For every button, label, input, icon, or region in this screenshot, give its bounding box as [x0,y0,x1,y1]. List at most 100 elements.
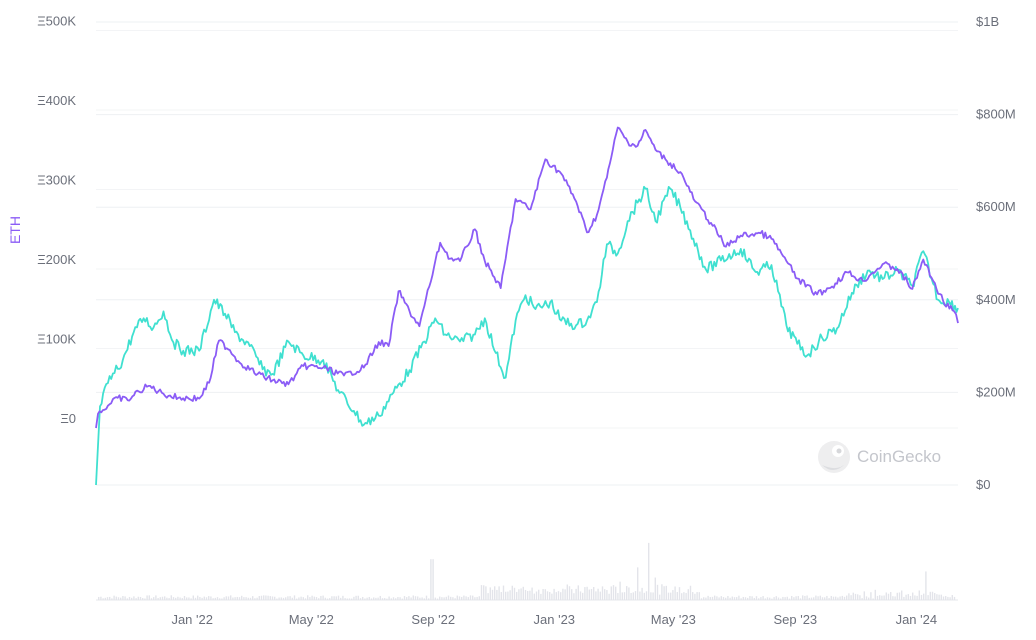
volume-bar [881,595,883,600]
volume-bar [373,597,375,600]
volume-bar [522,586,524,600]
volume-bar [199,597,201,600]
volume-bar [148,595,150,600]
volume-bar [139,596,142,600]
volume-bar [278,597,280,600]
volume-bar [159,597,161,600]
volume-bar [337,595,340,600]
volume-bar [197,595,199,600]
right-tick-label: $600M [976,199,1016,214]
volume-bar [916,595,918,600]
volume-bar [324,597,326,600]
volume-bar [478,596,480,600]
volume-bar [362,596,364,600]
volume-bar [749,595,751,600]
right-tick-label: $1B [976,14,999,29]
volume-bar [368,596,370,600]
volume-bar [401,598,403,600]
volume-bar [166,597,168,600]
volume-bar [104,597,106,600]
volume-bar [447,595,450,600]
volume-bar [285,597,287,600]
volume-bar [296,598,298,600]
volume-bar [894,596,896,600]
volume-bar [146,595,148,600]
volume-bar [379,595,381,600]
volume-bar [568,586,571,600]
volume-bar [179,597,181,600]
volume-bar [527,590,529,600]
volume-bar [641,587,643,600]
volume-bar [663,586,665,600]
volume-bar [496,589,498,600]
volume-bar [852,592,854,600]
volume-bar [612,585,615,600]
volume-bar [584,587,586,600]
volume-bars [98,542,956,600]
volume-bar [467,597,469,600]
right-axis-ticks: $0 $200M $400M $600M $800M $1B [976,14,1016,492]
volume-bar [157,597,159,600]
volume-bar [304,598,307,600]
volume-bar [428,598,430,600]
volume-bar [509,590,511,600]
volume-bar [133,596,135,600]
left-tick-label: Ξ200K [37,252,76,267]
volume-bar [703,597,705,600]
volume-bar [623,592,626,600]
volume-bar [124,596,126,600]
volume-bar [670,592,672,600]
volume-bar [912,592,914,600]
volume-bar [940,594,942,600]
volume-bar [689,585,692,600]
volume-bar [947,596,949,600]
volume-bar [342,595,344,600]
watermark-text: CoinGecko [857,447,941,466]
volume-bar [681,593,683,600]
volume-bar [632,592,634,600]
volume-bar [212,598,214,600]
volume-bar [617,593,619,600]
volume-bar [742,596,744,600]
left-axis-ticks: Ξ0 Ξ100K Ξ200K Ξ300K Ξ400K Ξ500K [37,14,76,427]
volume-bar [839,596,841,600]
gecko-logo-icon [818,441,850,473]
volume-bar [709,597,711,600]
volume-bar [810,597,813,600]
volume-bar [408,596,410,600]
volume-bar [388,596,390,600]
volume-bar [513,587,516,600]
volume-bar [155,595,157,600]
volume-bar [791,595,793,600]
volume-bar [892,596,894,600]
volume-bar [333,596,335,600]
volume-bar [291,597,293,600]
right-tick-label: $0 [976,477,990,492]
grid-lines [96,21,958,601]
volume-bar [377,597,379,600]
volume-bar [615,586,617,600]
volume-bar [738,595,740,600]
volume-bar [190,598,192,600]
volume-bar [557,591,560,600]
volume-bar [740,598,742,600]
volume-bar [122,595,124,600]
x-tick-label: May '22 [289,612,334,627]
volume-bar [942,596,945,600]
volume-bar [883,595,885,600]
volume-bar [802,595,804,600]
volume-bar [870,592,872,600]
volume-bar [498,586,500,600]
volume-bar [599,591,601,600]
volume-bar [223,597,225,600]
volume-bar [705,597,707,600]
volume-bar [780,598,782,600]
volume-bar [315,597,318,600]
volume-bar [282,597,285,600]
volume-bar [414,596,417,600]
volume-bar [863,591,865,600]
left-tick-label: Ξ300K [37,173,76,188]
volume-bar [318,598,320,600]
volume-bar [203,596,205,600]
